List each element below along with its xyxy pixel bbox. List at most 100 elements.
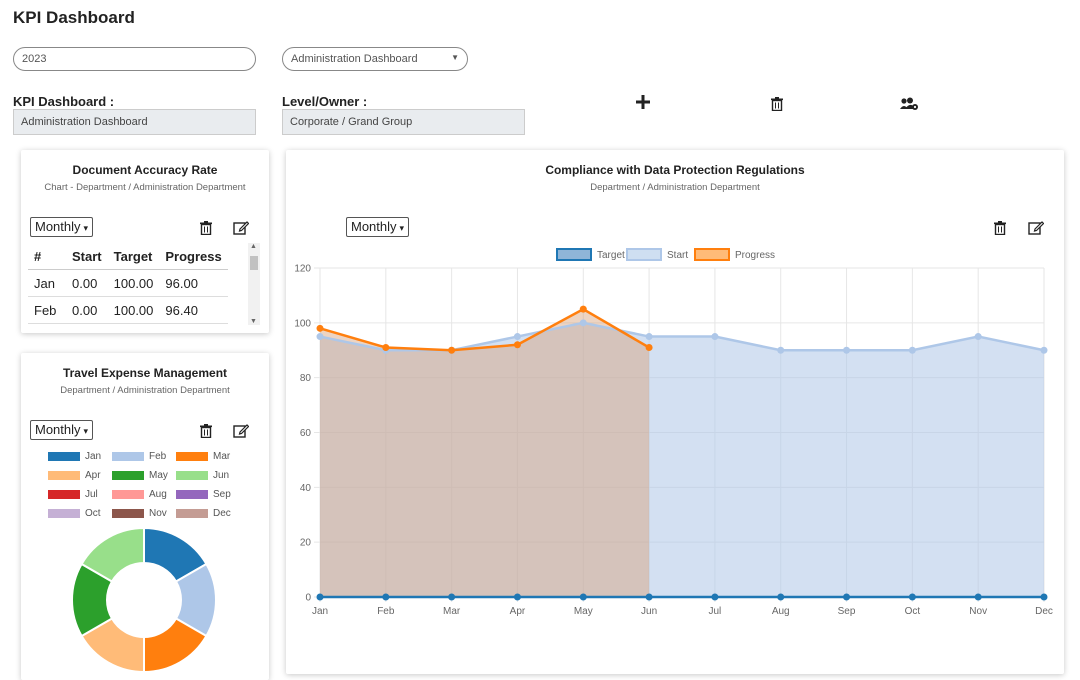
edit-icon[interactable] (233, 220, 250, 239)
legend-item-start[interactable]: Start (626, 248, 688, 261)
legend-item[interactable]: Feb (112, 451, 166, 462)
legend-swatch (626, 248, 662, 261)
data-point-start[interactable] (843, 346, 851, 354)
data-point-start[interactable] (908, 346, 916, 354)
users-cog-icon[interactable] (900, 97, 919, 116)
table-cell: 100.00 (107, 269, 160, 297)
table-cell: 96.00 (159, 269, 228, 297)
legend-label: Target (597, 250, 625, 261)
data-point-start[interactable] (1040, 346, 1048, 354)
legend-item[interactable]: Jun (176, 470, 229, 481)
legend-item[interactable]: Jan (48, 451, 101, 462)
scroll-down-icon[interactable]: ▼ (250, 318, 257, 325)
legend-item[interactable]: Nov (112, 508, 167, 519)
y-tick-label: 0 (305, 593, 311, 604)
table-cell: 0.00 (66, 269, 108, 297)
edit-icon[interactable] (1028, 220, 1045, 239)
data-point-target[interactable] (843, 593, 851, 601)
legend-item[interactable]: Aug (112, 489, 167, 500)
legend-label: Oct (85, 508, 101, 519)
period-select[interactable]: Monthly ▾ (346, 217, 410, 237)
area-chart: Target Start Progress 0 20 40 60 80 100 120 Jan Feb… (294, 248, 1053, 617)
level-owner-field: Corporate / Grand Group (282, 109, 525, 135)
scroll-up-icon[interactable]: ▲ (250, 243, 257, 250)
legend-item-target[interactable]: Target (556, 248, 625, 261)
legend-item[interactable]: Dec (176, 508, 231, 519)
compliance-card: Compliance with Data Protection Regulati… (286, 150, 1064, 674)
plus-icon[interactable] (636, 95, 650, 114)
data-point-target[interactable] (579, 593, 587, 601)
legend-label: Dec (213, 508, 231, 519)
table-cell: 100.00 (107, 296, 160, 324)
data-point-start[interactable] (777, 346, 785, 354)
data-point-start[interactable] (645, 333, 653, 341)
delete-icon[interactable] (200, 424, 212, 441)
legend-label: Mar (213, 451, 231, 462)
data-point-start[interactable] (513, 333, 521, 341)
legend-item[interactable]: Mar (176, 451, 230, 462)
legend-swatch (694, 248, 730, 261)
period-select[interactable]: Monthly ▾ (30, 420, 94, 440)
x-tick-label: Apr (510, 606, 526, 617)
legend-item[interactable]: Jul (48, 489, 98, 500)
period-select[interactable]: Monthly ▾ (30, 217, 94, 237)
legend-item[interactable]: May (112, 470, 168, 481)
legend-swatch (48, 452, 80, 461)
data-point-target[interactable] (1040, 593, 1048, 601)
data-point-progress[interactable] (382, 344, 390, 352)
period-select-value: Monthly (35, 219, 81, 234)
data-point-progress[interactable] (645, 344, 653, 352)
delete-icon[interactable] (200, 221, 212, 238)
data-point-start[interactable] (579, 319, 587, 327)
legend-label: Jan (85, 451, 102, 462)
data-point-target[interactable] (974, 593, 982, 601)
data-point-progress[interactable] (579, 305, 587, 313)
data-point-start[interactable] (316, 333, 324, 341)
legend-item[interactable]: Sep (176, 489, 231, 500)
data-point-target[interactable] (908, 593, 916, 601)
edit-icon[interactable] (233, 423, 250, 442)
data-point-target[interactable] (448, 593, 456, 601)
level-owner-label: Level/Owner : (282, 94, 368, 109)
x-tick-label: Jan (312, 606, 328, 617)
scrollbar-thumb[interactable] (250, 256, 258, 270)
dashboard-select[interactable]: Administration Dashboard ▼ (282, 47, 468, 71)
data-point-progress[interactable] (448, 346, 456, 354)
kpi-table: # Start Target Progress Jan 0.00 100.00 … (28, 243, 228, 324)
legend-label: Progress (735, 250, 775, 261)
dashboard-select-value: Administration Dashboard (291, 53, 418, 65)
legend-label: Aug (149, 489, 167, 500)
data-point-progress[interactable] (316, 324, 324, 332)
pie-legend: Jan Feb Mar Apr May Jun Jul Aug Sep Oct Nov Dec (21, 451, 269, 523)
area-fill-progress (320, 309, 650, 597)
legend-label: Jul (85, 489, 98, 500)
legend-label: Sep (213, 489, 231, 500)
chevron-down-icon: ▾ (83, 223, 89, 233)
y-tick-label: 80 (300, 373, 312, 384)
delete-icon[interactable] (994, 221, 1006, 238)
legend-item[interactable]: Apr (48, 470, 101, 481)
data-point-target[interactable] (777, 593, 785, 601)
data-point-start[interactable] (711, 333, 719, 341)
legend-item-progress[interactable]: Progress (694, 248, 775, 261)
year-input[interactable]: 2023 (13, 47, 256, 71)
x-tick-label: Feb (377, 606, 395, 617)
period-select-value: Monthly (351, 219, 397, 234)
data-point-target[interactable] (645, 593, 653, 601)
x-tick-label: Nov (969, 606, 987, 617)
table-cell: Jan (28, 269, 66, 297)
trash-icon[interactable] (771, 97, 783, 116)
legend-item[interactable]: Oct (48, 508, 101, 519)
period-select-value: Monthly (35, 422, 81, 437)
x-tick-label: Jun (641, 606, 657, 617)
scrollbar[interactable]: ▲ ▼ (248, 243, 260, 325)
data-point-target[interactable] (316, 593, 324, 601)
table-cell: 0.00 (66, 296, 108, 324)
data-point-target[interactable] (382, 593, 390, 601)
data-point-target[interactable] (711, 593, 719, 601)
data-point-target[interactable] (513, 593, 521, 601)
pie-slice-jun[interactable] (80, 526, 145, 583)
data-point-start[interactable] (974, 333, 982, 341)
kpi-table-wrapper[interactable]: # Start Target Progress Jan 0.00 100.00 … (28, 243, 249, 324)
data-point-progress[interactable] (513, 341, 521, 349)
